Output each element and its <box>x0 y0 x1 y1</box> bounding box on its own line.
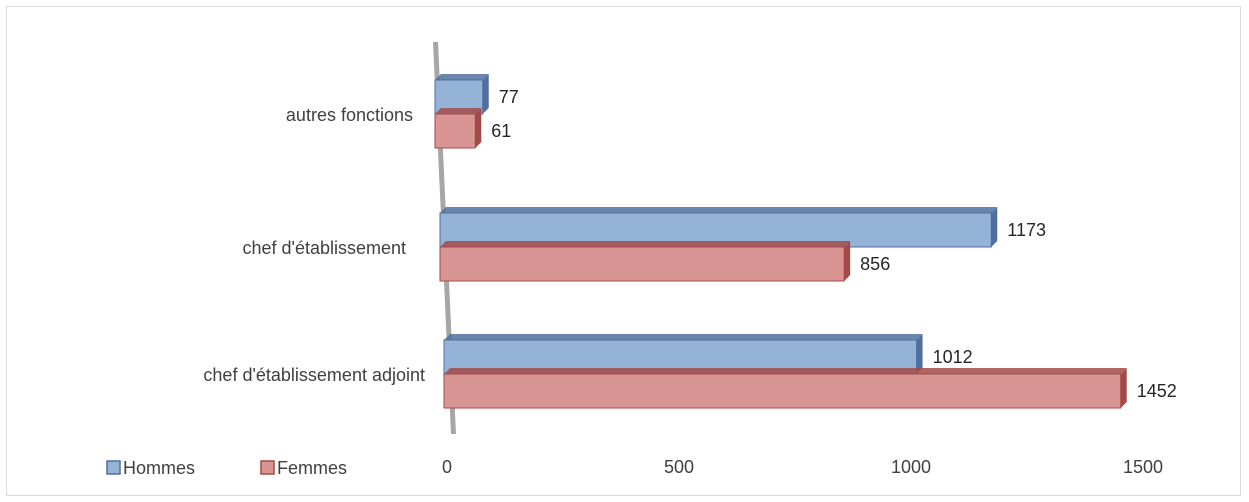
bar-top-face <box>444 334 923 340</box>
x-tick-label: 500 <box>664 457 694 477</box>
bar-top-face <box>440 241 851 247</box>
bar-side-face <box>844 241 851 281</box>
x-tick-label: 1500 <box>1123 457 1163 477</box>
category-label: autres fonctions <box>286 105 413 125</box>
legend-swatch-hommes <box>106 460 121 475</box>
bar-femmes <box>434 113 476 149</box>
bar-top-face <box>435 74 489 80</box>
legend-label-hommes: Hommes <box>123 458 195 478</box>
bar-side-face <box>482 74 489 114</box>
bar-femmes <box>443 373 1122 409</box>
bar-top-face <box>440 207 998 213</box>
data-label: 1012 <box>933 347 973 367</box>
legend-label-femmes: Femmes <box>277 458 347 478</box>
data-label: 1173 <box>1007 220 1046 240</box>
bar-side-face <box>1120 368 1127 408</box>
data-label: 1452 <box>1137 381 1177 401</box>
data-label: 61 <box>491 121 511 141</box>
bar-top-face <box>444 368 1127 374</box>
data-label: 856 <box>860 254 890 274</box>
legend-swatch-femmes <box>260 460 275 475</box>
category-label: chef d'établissement <box>242 238 406 258</box>
bar-femmes <box>439 246 845 282</box>
bar-side-face <box>991 207 998 247</box>
x-tick-label: 1000 <box>891 457 931 477</box>
x-tick-label: 0 <box>442 457 452 477</box>
bar-top-face <box>435 108 482 114</box>
bar-side-face <box>916 334 923 374</box>
bar-side-face <box>475 108 482 148</box>
data-label: 77 <box>499 87 519 107</box>
category-label: chef d'établissement adjoint <box>203 365 425 385</box>
